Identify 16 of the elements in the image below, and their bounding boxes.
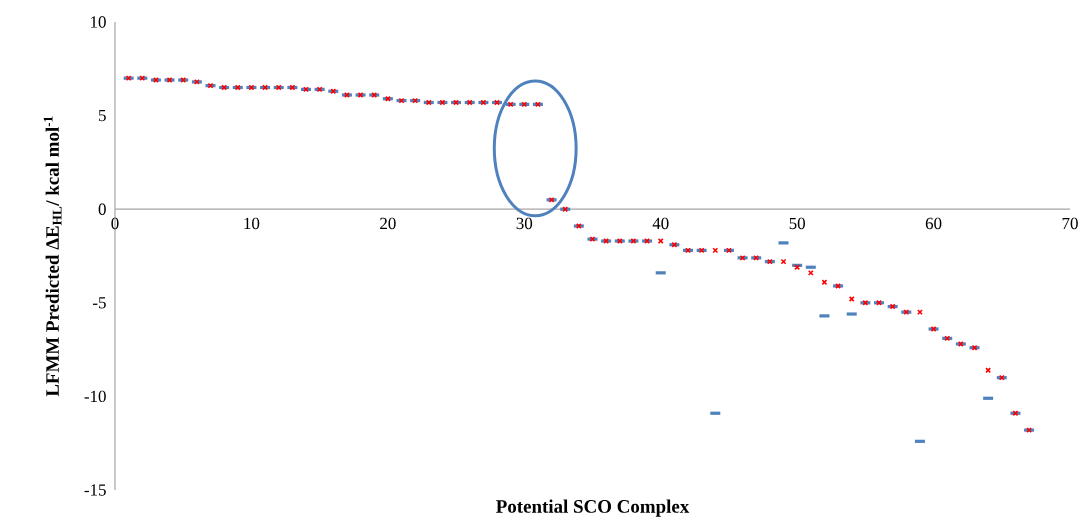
x-axis-title: Potential SCO Complex [496, 499, 690, 517]
y-tick-label: -5 [93, 297, 106, 309]
x-tick-label: 50 [789, 217, 805, 230]
y-tick-label: 10 [91, 16, 106, 28]
y-tick-label: -10 [84, 390, 106, 403]
y-tick-label: -15 [84, 484, 106, 496]
x-tick-label: 10 [244, 217, 260, 230]
x-tick-label: 60 [925, 217, 942, 230]
y-tick-label: 5 [99, 109, 106, 122]
x-tick-label: 30 [516, 217, 533, 230]
y-tick-label: 0 [98, 203, 106, 215]
x-tick-label: 40 [652, 217, 669, 230]
y-axis-title: LFMM Predicted ΔE$_{HL}$/ kcal mol$^{-1}$ [43, 116, 62, 397]
x-tick-label: 20 [380, 217, 396, 230]
x-tick-label: 0 [111, 217, 119, 230]
x-tick-label: 70 [1062, 217, 1078, 230]
